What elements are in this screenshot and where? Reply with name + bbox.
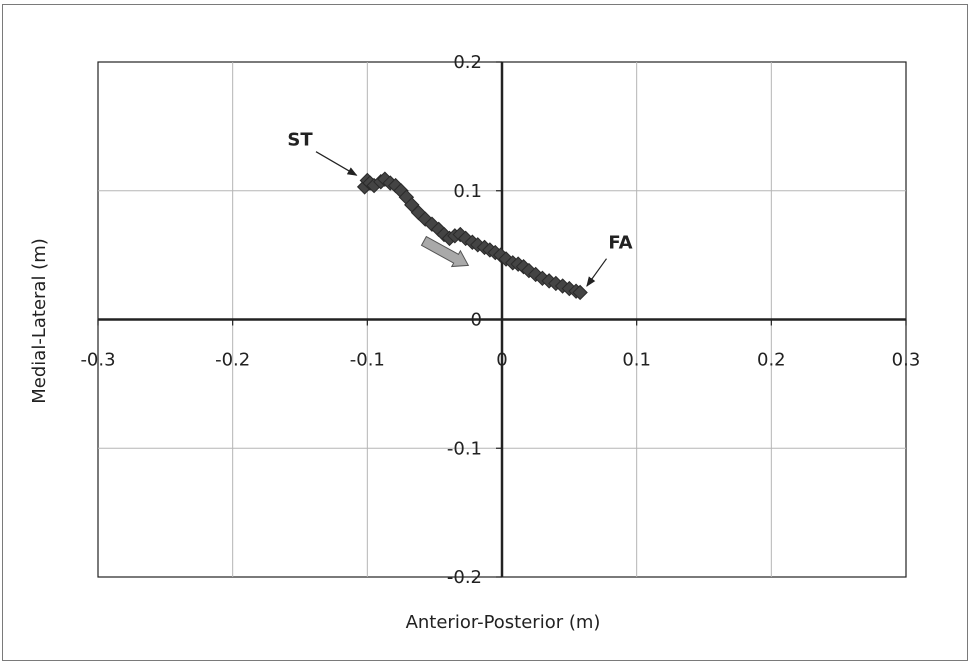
y-tick-label: 0	[471, 310, 482, 331]
direction-arrow-shape	[420, 235, 470, 268]
x-tick-label: 0.3	[892, 350, 921, 371]
data-point	[527, 266, 544, 283]
y-tick-label: -0.1	[447, 438, 482, 459]
x-tick-label: 0.1	[622, 350, 651, 371]
y-tick-label: -0.2	[447, 567, 482, 588]
y-axis-title: Medial-Lateral (m)	[29, 238, 50, 403]
x-tick-label: -0.3	[80, 350, 115, 371]
annotation-arrow	[586, 258, 607, 287]
annotation-label: ST	[287, 130, 313, 151]
x-tick-label: -0.2	[215, 350, 250, 371]
y-tick-label: 0.1	[453, 181, 482, 202]
x-tick-label: -0.1	[350, 350, 385, 371]
y-tick-label: 0.2	[453, 52, 482, 73]
x-tick-label: 0	[496, 350, 507, 371]
annotation-arrow	[315, 151, 358, 176]
x-axis-title: Anterior-Posterior (m)	[406, 612, 601, 633]
x-tick-label: 0.2	[757, 350, 786, 371]
direction-arrow	[420, 235, 470, 268]
data-point	[572, 284, 588, 301]
annotation-label: FA	[608, 233, 632, 254]
